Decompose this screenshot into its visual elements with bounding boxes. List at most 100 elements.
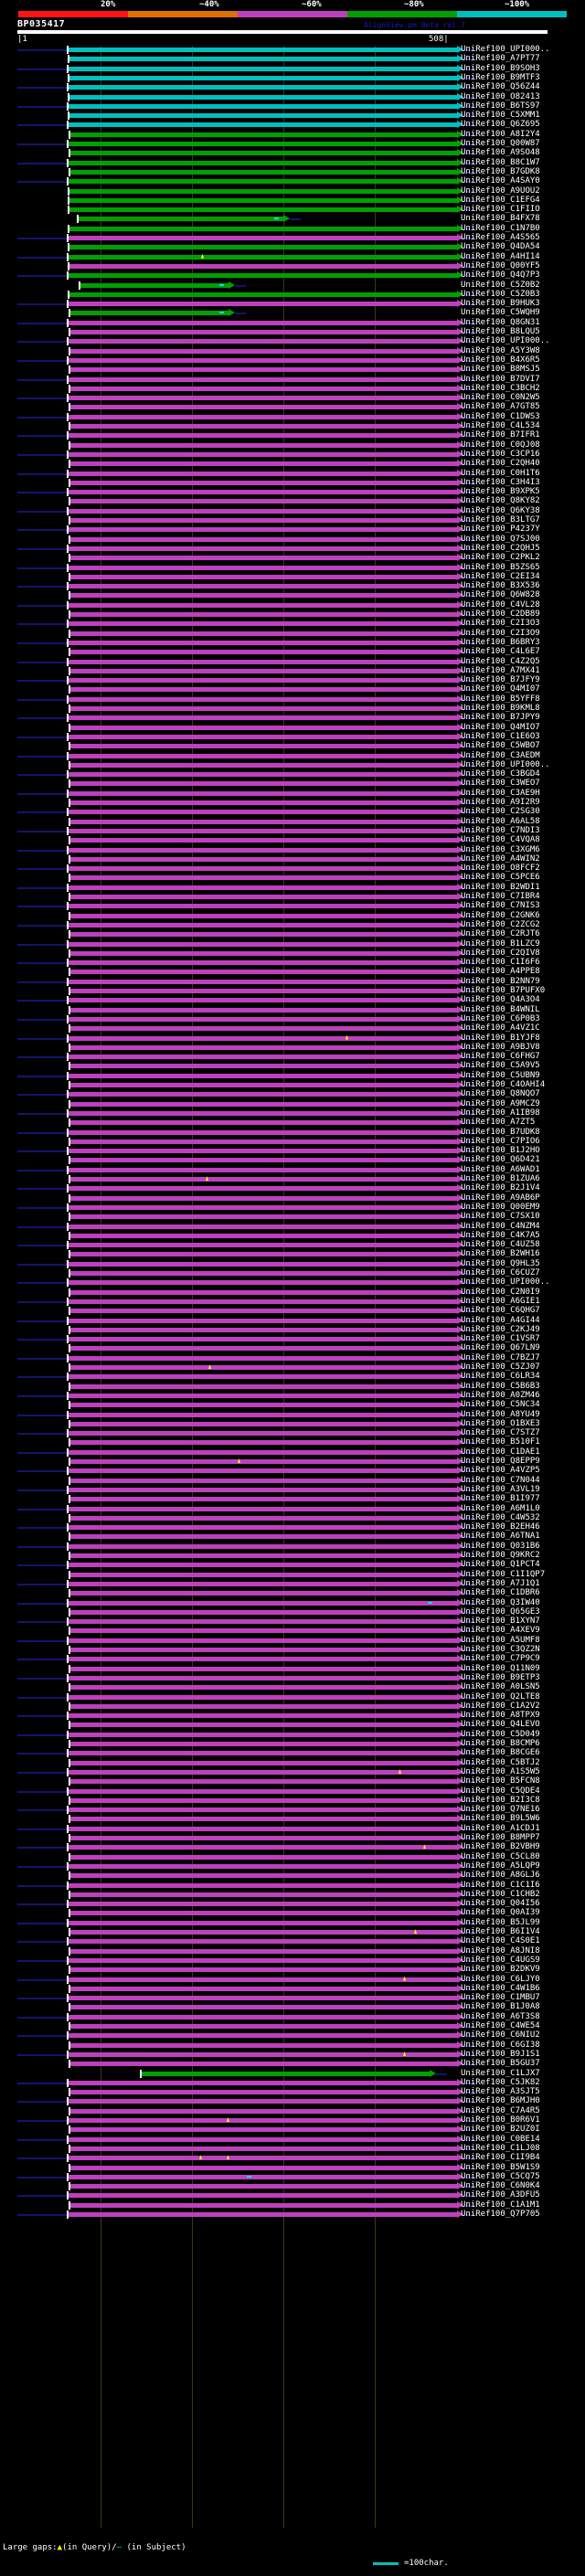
hsp-row[interactable]: UniRef100_B5W1S9 [0,2163,585,2173]
hsp-row[interactable]: UniRef100_A4XEV9 [0,1626,585,1636]
hsp-row[interactable]: UniRef100_C2QHJ5 [0,544,585,554]
hsp-row[interactable]: UniRef100_A9MCZ9 [0,1099,585,1109]
hsp-bar[interactable] [69,273,457,279]
hsp-row[interactable]: UniRef100_A6WAD1 [0,1165,585,1175]
hsp-subject-label[interactable]: UniRef100_B9L5W6 [461,1814,540,1824]
hsp-row[interactable]: UniRef100_B9HUK3 [0,299,585,309]
hsp-subject-label[interactable]: UniRef100_C7STZ7 [461,1428,540,1438]
hsp-subject-label[interactable]: UniRef100_A7GT85 [461,402,540,412]
hsp-subject-label[interactable]: UniRef100_O8FCF2 [461,864,540,874]
hsp-row[interactable]: UniRef100_A0LSN5 [0,1682,585,1692]
hsp-row[interactable]: UniRef100_C4S0E1 [0,1936,585,1946]
hsp-bar[interactable] [70,2202,457,2208]
hsp-bar[interactable] [69,103,457,109]
hsp-subject-label[interactable]: UniRef100_C1CHB2 [461,1889,540,1899]
hsp-row[interactable]: UniRef100_A5UMF8 [0,1636,585,1646]
hsp-subject-label[interactable]: UniRef100_A6GIE1 [461,1296,540,1306]
hsp-bar[interactable] [69,113,457,119]
hsp-subject-label[interactable]: UniRef100_C6P0B3 [461,1013,540,1023]
hsp-bar[interactable] [70,875,457,881]
hsp-row[interactable]: UniRef100_A4WIN2 [0,854,585,864]
hsp-subject-label[interactable]: UniRef100_B8LQU5 [461,327,540,336]
hsp-row[interactable]: UniRef100_C5B6B3 [0,1382,585,1392]
hsp-subject-label[interactable]: UniRef100_B4WNIL [461,1004,540,1014]
hsp-bar[interactable] [69,1412,457,1417]
hsp-row[interactable]: UniRef100_C4Z2Q5 [0,657,585,667]
hsp-row[interactable]: UniRef100_A7J1Q1 [0,1579,585,1589]
hsp-bar[interactable] [70,895,457,899]
hsp-subject-label[interactable]: UniRef100_A5Y3W8 [461,345,540,355]
hsp-subject-label[interactable]: UniRef100_A4PPE8 [461,967,540,977]
hsp-bar[interactable] [69,1675,457,1680]
hsp-bar[interactable] [70,1064,457,1069]
hsp-subject-label[interactable]: UniRef100_C6FHG7 [461,1052,540,1062]
hsp-subject-label[interactable]: UniRef100_A0ZM46 [461,1390,540,1400]
hsp-subject-label[interactable]: UniRef100_B6MJH0 [461,2096,540,2106]
hsp-subject-label[interactable]: UniRef100_C7NDI3 [461,825,540,835]
hsp-subject-label[interactable]: UniRef100_Q7SJ00 [461,534,540,544]
hsp-subject-label[interactable]: UniRef100_C7N044 [461,1475,540,1485]
hsp-row[interactable]: UniRef100_C6FHG7 [0,1052,585,1062]
hsp-bar[interactable] [70,1515,457,1521]
hsp-subject-label[interactable]: UniRef100_A8I2Y4 [461,129,540,139]
hsp-bar[interactable] [70,725,457,730]
hsp-row[interactable]: UniRef100_B6I1V4 [0,1927,585,1937]
hsp-bar[interactable] [70,2146,457,2151]
hsp-subject-label[interactable]: UniRef100_B8CMP6 [461,1739,540,1748]
hsp-row[interactable]: UniRef100_C2PKL2 [0,553,585,563]
hsp-row[interactable]: UniRef100_A9I2R9 [0,798,585,808]
hsp-row[interactable]: UniRef100_A8JNI8 [0,1946,585,1956]
hsp-row[interactable]: UniRef100_Q2LTE8 [0,1692,585,1702]
hsp-row[interactable]: UniRef100_A5LQP9 [0,1861,585,1871]
hsp-subject-label[interactable]: UniRef100_P4237Y [461,525,540,535]
hsp-subject-label[interactable]: UniRef100_B7UDK8 [461,1127,540,1137]
hsp-row[interactable]: UniRef100_B2J1V4 [0,1183,585,1193]
hsp-subject-label[interactable]: UniRef100_C4WE54 [461,2021,540,2030]
hsp-row[interactable]: UniRef100_B2NN79 [0,977,585,987]
hsp-bar[interactable] [69,1468,457,1474]
hsp-subject-label[interactable]: UniRef100_C6LJY0 [461,1974,540,1984]
hsp-bar[interactable] [70,1930,457,1935]
hsp-row[interactable]: UniRef100_C4W532 [0,1513,585,1523]
hsp-subject-label[interactable]: UniRef100_C4K7A5 [461,1230,540,1240]
hsp-row[interactable]: UniRef100_A1IB98 [0,1108,585,1118]
hsp-row[interactable]: UniRef100_C2GNK6 [0,911,585,921]
hsp-row[interactable]: UniRef100_Q7NE16 [0,1805,585,1815]
hsp-subject-label[interactable]: UniRef100_O82413 [461,91,540,101]
hsp-bar[interactable] [70,1478,457,1483]
hsp-bar[interactable] [69,941,457,947]
hsp-bar[interactable] [69,1204,457,1210]
hsp-row[interactable]: UniRef100_O8FCF2 [0,864,585,874]
hsp-bar[interactable] [69,376,457,382]
hsp-row[interactable]: UniRef100_UPI000.. [0,336,585,346]
hsp-bar[interactable] [70,1948,457,1954]
hsp-subject-label[interactable]: UniRef100_B2WH16 [461,1249,540,1259]
hsp-bar[interactable] [69,2156,457,2161]
hsp-bar[interactable] [69,122,457,128]
hsp-subject-label[interactable]: UniRef100_C1DWS3 [461,411,540,421]
hsp-bar[interactable] [70,1703,457,1709]
hsp-bar[interactable] [70,556,457,561]
hsp-row[interactable]: UniRef100_B2WH16 [0,1249,585,1259]
hsp-row[interactable]: UniRef100_C3XGM6 [0,845,585,855]
hsp-subject-label[interactable]: UniRef100_B3LTG7 [461,515,540,525]
hsp-bar[interactable] [70,1158,457,1163]
hsp-bar[interactable] [70,2024,457,2029]
hsp-bar[interactable] [70,1139,457,1144]
hsp-row[interactable]: UniRef100_Q11N09 [0,1664,585,1674]
hsp-row[interactable]: UniRef100_C3BCH2 [0,384,585,394]
hsp-bar[interactable] [69,1996,457,2001]
hsp-row[interactable]: UniRef100_B2EH46 [0,1522,585,1532]
hsp-subject-label[interactable]: UniRef100_B8MSJ5 [461,365,540,375]
hsp-subject-label[interactable]: UniRef100_C2I3O3 [461,619,540,629]
hsp-subject-label[interactable]: UniRef100_C5BTJ2 [461,1757,540,1767]
hsp-row[interactable]: UniRef100_C2QIV8 [0,949,585,959]
hsp-row[interactable]: UniRef100_C2KJ49 [0,1325,585,1335]
hsp-subject-label[interactable]: UniRef100_Q6Z695 [461,120,540,130]
hsp-subject-label[interactable]: UniRef100_C2ZCG2 [461,919,540,929]
hsp-row[interactable]: UniRef100_Q56Z44 [0,82,585,92]
hsp-subject-label[interactable]: UniRef100_B5FCN8 [461,1776,540,1786]
hsp-subject-label[interactable]: UniRef100_C5JK82 [461,2077,540,2087]
hsp-subject-label[interactable]: UniRef100_A3SJT5 [461,2087,540,2097]
hsp-bar[interactable] [69,1374,457,1380]
